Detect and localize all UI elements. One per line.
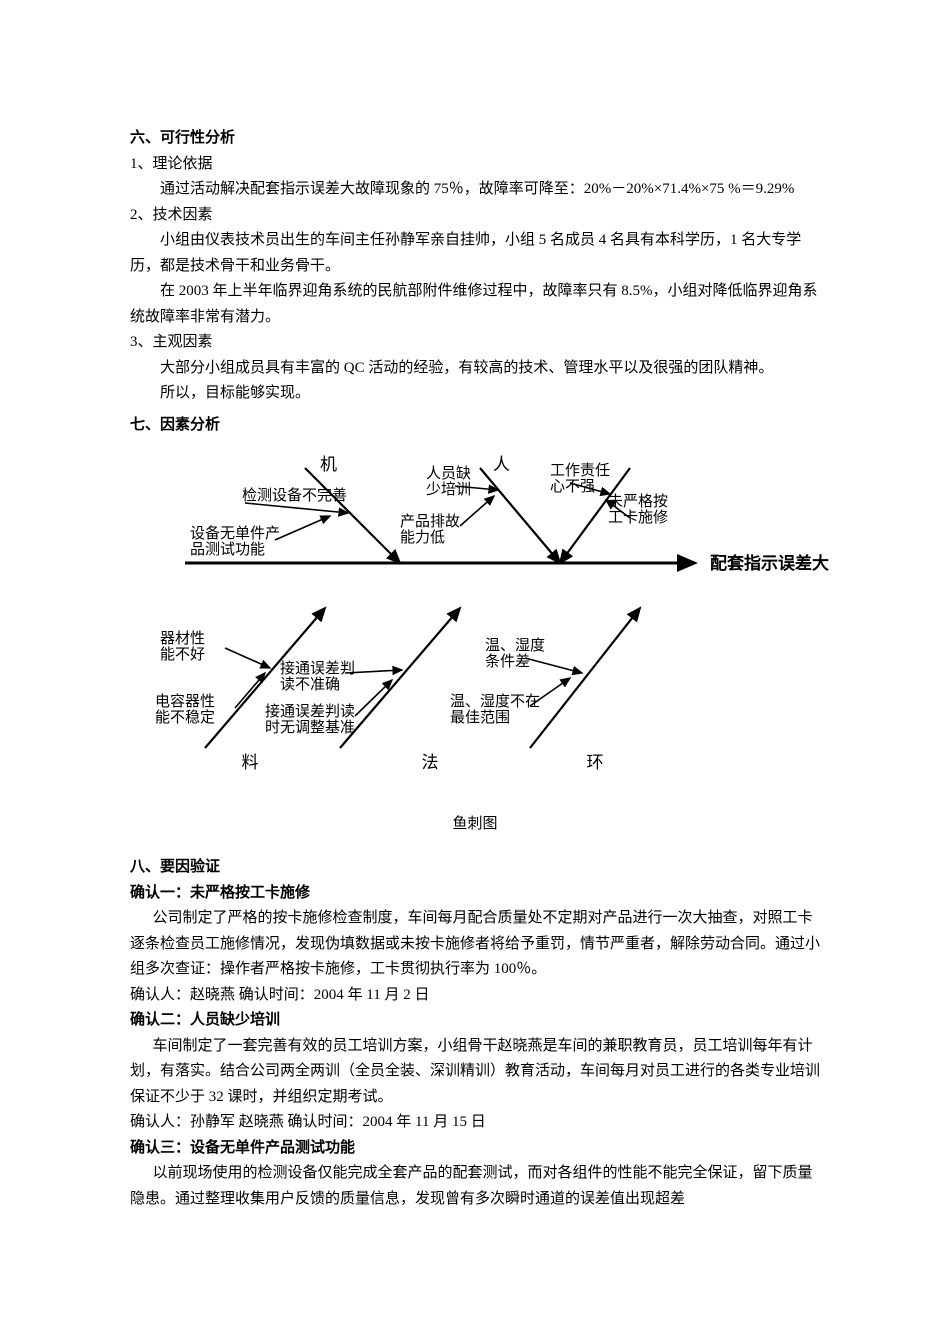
svg-text:读不准确: 读不准确 <box>280 676 340 693</box>
confirm-2-body: 车间制定了一套完善有效的员工培训方案，小组骨干赵晓燕是车间的兼职教育员，员工培训… <box>130 1034 820 1111</box>
confirm-1-body: 公司制定了严格的按卡施修检查制度，车间每月配合质量处不定期对产品进行一次大抽查，… <box>130 906 820 983</box>
svg-text:检测设备不完善: 检测设备不完善 <box>242 487 347 504</box>
svg-text:人员缺: 人员缺 <box>426 465 471 482</box>
svg-text:环: 环 <box>587 753 604 772</box>
fishbone-diagram: 配套指示误差大机检测设备不完善设备无单件产品测试功能人人员缺少培训产品排故能力低… <box>130 448 820 808</box>
section-8-title: 八、要因验证 <box>130 855 820 881</box>
s6-item2-label: 2、技术因素 <box>130 203 820 229</box>
svg-text:电容器性: 电容器性 <box>155 693 215 710</box>
svg-text:少培训: 少培训 <box>426 481 471 498</box>
s6-item3-label: 3、主观因素 <box>130 330 820 356</box>
svg-text:条件差: 条件差 <box>485 653 530 670</box>
svg-text:最佳范围: 最佳范围 <box>450 709 510 726</box>
svg-text:接通误差判读: 接通误差判读 <box>265 703 355 720</box>
svg-text:温、湿度不在: 温、湿度不在 <box>450 693 540 710</box>
svg-text:设备无单件产: 设备无单件产 <box>190 525 280 542</box>
s6-item3-body1: 大部分小组成员具有丰富的 QC 活动的经验，有较高的技术、管理水平以及很强的团队… <box>130 356 820 382</box>
svg-text:能力低: 能力低 <box>400 529 445 546</box>
svg-text:料: 料 <box>242 753 259 772</box>
s6-item2-body1: 小组由仪表技术员出生的车间主任孙静军亲自挂帅，小组 5 名成员 4 名具有本科学… <box>130 228 820 279</box>
svg-text:产品排故: 产品排故 <box>400 513 460 530</box>
svg-text:工作责任: 工作责任 <box>550 462 610 479</box>
svg-text:法: 法 <box>422 753 439 772</box>
confirm-1-title: 确认一：未严格按工卡施修 <box>130 881 820 907</box>
svg-text:人: 人 <box>493 455 510 474</box>
section-6-title: 六、可行性分析 <box>130 126 820 152</box>
svg-text:心不强: 心不强 <box>550 478 595 495</box>
svg-text:能不稳定: 能不稳定 <box>155 709 215 726</box>
s6-item1-label: 1、理论依据 <box>130 152 820 178</box>
svg-text:温、湿度: 温、湿度 <box>485 637 545 654</box>
confirm-3-title: 确认三：设备无单件产品测试功能 <box>130 1136 820 1162</box>
confirm-3-body: 以前现场使用的检测设备仅能完成全套产品的配套测试，而对各组件的性能不能完全保证，… <box>130 1161 820 1212</box>
svg-text:器材性: 器材性 <box>160 630 205 647</box>
confirm-2-sign: 确认人：孙静军 赵晓燕 确认时间：2004 年 11 月 15 日 <box>130 1110 820 1136</box>
svg-text:未严格按: 未严格按 <box>608 493 668 510</box>
svg-text:时无调整基准: 时无调整基准 <box>265 719 355 736</box>
svg-text:接通误差判: 接通误差判 <box>280 660 355 677</box>
svg-text:配套指示误差大: 配套指示误差大 <box>710 553 829 573</box>
s6-item2-body2: 在 2003 年上半年临界迎角系统的民航部附件维修过程中，故障率只有 8.5%，… <box>130 279 820 330</box>
svg-text:品测试功能: 品测试功能 <box>190 541 265 558</box>
fishbone-caption: 鱼刺图 <box>130 812 820 838</box>
confirm-2-title: 确认二：人员缺少培训 <box>130 1008 820 1034</box>
svg-text:工卡施修: 工卡施修 <box>608 509 668 526</box>
confirm-1-sign: 确认人：赵晓燕 确认时间：2004 年 11 月 2 日 <box>130 983 820 1009</box>
svg-text:机: 机 <box>320 455 337 474</box>
svg-text:能不好: 能不好 <box>160 646 205 663</box>
s6-conclusion: 所以，目标能够实现。 <box>130 381 820 407</box>
section-7-title: 七、因素分析 <box>130 413 820 439</box>
s6-item1-body: 通过活动解决配套指示误差大故障现象的 75％，故障率可降至：20%－20%×71… <box>130 177 820 203</box>
